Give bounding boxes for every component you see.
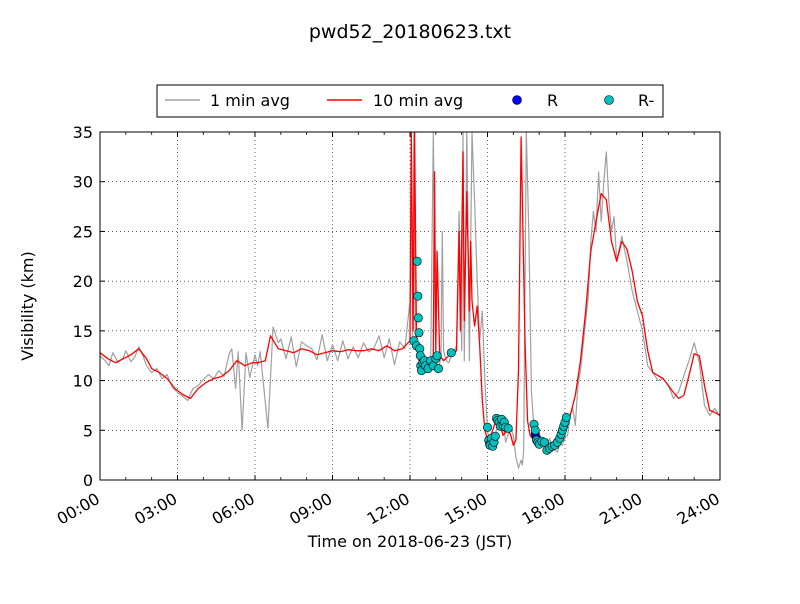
y-tick-label: 0: [83, 471, 93, 490]
data-point-r: [433, 364, 443, 374]
y-tick-label: 10: [73, 372, 93, 391]
legend: 1 min avg 10 min avg R R-: [156, 84, 664, 118]
data-point-r: [414, 328, 424, 338]
legend-label-10min: 10 min avg: [373, 91, 463, 110]
legend-label-r-minus: R-: [638, 91, 654, 110]
series-line-10-min-avg: [100, 132, 720, 447]
data-point-r: [432, 351, 442, 361]
plot-area: [100, 132, 720, 469]
legend-label-1min: 1 min avg: [210, 91, 290, 110]
axis-ticks: [99, 131, 721, 481]
y-axis-label: Visibility (km): [18, 251, 37, 360]
data-point-r: [490, 431, 500, 441]
data-point-r: [503, 423, 513, 433]
data-point-r: [413, 313, 423, 323]
data-point-r: [446, 348, 456, 358]
legend-marker-r: [512, 95, 522, 105]
data-point-r: [530, 425, 540, 435]
legend-label-r: R: [547, 91, 558, 110]
legend-frame: [156, 84, 664, 118]
data-point-r: [412, 256, 422, 266]
legend-marker-r-minus: [604, 95, 614, 105]
y-tick-label: 15: [73, 322, 93, 341]
data-point-r: [482, 422, 492, 432]
y-tick-label: 20: [73, 272, 93, 291]
data-point-r: [561, 412, 571, 422]
y-tick-label: 35: [73, 123, 93, 142]
chart-title: pwd52_20180623.txt: [309, 21, 511, 43]
plot-series-group: [100, 132, 720, 469]
data-point-r: [413, 291, 423, 301]
y-tick-label: 25: [73, 222, 93, 241]
y-tick-label: 5: [83, 421, 93, 440]
grid-lines: [100, 132, 720, 480]
x-axis-label: Time on 2018-06-23 (JST): [307, 532, 512, 551]
data-point-r: [539, 437, 549, 447]
y-tick-label: 30: [73, 173, 93, 192]
y-tick-labels: 0 5 10 15 20 25 30 35: [73, 123, 93, 490]
